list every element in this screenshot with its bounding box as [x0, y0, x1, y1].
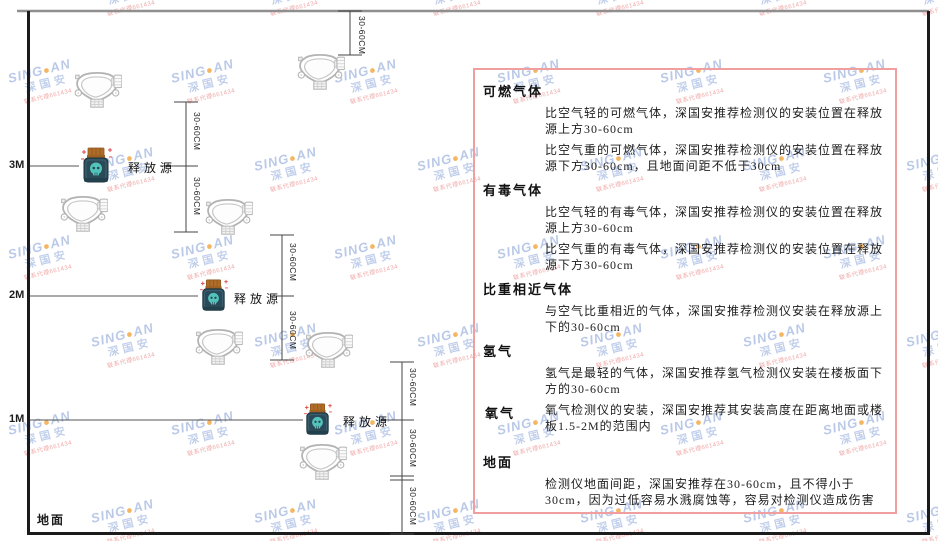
section-heading: 可燃气体	[483, 84, 544, 99]
section-paragraph: 比空气重的可燃气体，深国安推荐检测仪的安装位置在释放源下方30-60cm，且地面…	[545, 143, 884, 173]
level-label-3m: 3M	[9, 159, 25, 171]
release-source-label: 释放源	[343, 415, 392, 429]
dimension-label: 30-60CM	[288, 311, 298, 350]
panel-section: 比重相近气体与空气比重相近的气体，深国安推荐检测仪安装在释放源上下的30-60c…	[481, 279, 885, 335]
instruction-panel: 可燃气体 比空气轻的可燃气体，深国安推荐检测仪的安装位置在释放源上方30-60cm…	[473, 68, 897, 514]
dimension-label: 30-60CM	[408, 368, 418, 407]
dimension-label: 30-60CM	[408, 487, 418, 526]
release-source-label: 释放源	[234, 292, 283, 306]
release-source-icon	[80, 147, 113, 183]
section-paragraph: 与空气比重相近的气体，深国安推荐检测仪安装在释放源上下的30-60cm	[545, 304, 884, 334]
dimension-label: 30-60CM	[192, 177, 202, 216]
section-heading: 比重相近气体	[483, 282, 574, 297]
gas-detector-icon	[74, 72, 122, 109]
dimension-chains	[174, 10, 414, 535]
section-heading: 氧气	[485, 406, 516, 421]
gas-detector-icon	[205, 199, 253, 236]
panel-section: 地面检测仪地面间距，深国安推荐在30-60cm，且不得小于30cm，因为过低容易…	[481, 452, 885, 508]
section-paragraph: 比空气重的有毒气体，深国安推荐检测仪的安装位置在释放源下方30-60cm	[545, 242, 884, 272]
release-source-label: 释放源	[128, 161, 177, 175]
ground-label: 地面	[37, 513, 66, 527]
section-paragraph: 比空气轻的可燃气体，深国安推荐检测仪的安装位置在释放源上方30-60cm	[545, 106, 884, 136]
level-label-1m: 1M	[9, 413, 25, 425]
gas-detector-icon	[297, 54, 345, 91]
gas-detector-icon	[195, 329, 243, 366]
room-frame	[17, 9, 930, 535]
gas-detector-icon	[60, 196, 108, 233]
panel-section: 有毒气体 比空气轻的有毒气体，深国安推荐检测仪的安装位置在释放源上方30-60cm…	[481, 180, 885, 273]
section-paragraph: 氢气是最轻的气体，深国安推荐氢气检测仪安装在楼板面下方的30-60cm	[545, 366, 884, 396]
dimension-label: 30-60CM	[357, 16, 367, 55]
gas-detector-icon	[299, 444, 347, 481]
dimension-label: 30-60CM	[192, 112, 202, 151]
section-heading: 氢气	[483, 344, 514, 359]
section-heading: 地面	[483, 455, 514, 470]
gas-detector-icon	[305, 332, 353, 369]
panel-section: 氢气氢气是最轻的气体，深国安推荐氢气检测仪安装在楼板面下方的30-60cm	[481, 341, 885, 397]
dimension-label: 30-60CM	[408, 429, 418, 468]
release-source-icon	[303, 403, 333, 435]
section-paragraph: 比空气轻的有毒气体，深国安推荐检测仪的安装位置在释放源上方30-60cm	[545, 205, 884, 235]
section-paragraph: 检测仪地面间距，深国安推荐在30-60cm，且不得小于30cm，因为过低容易水溅…	[545, 477, 875, 507]
level-label-2m: 2M	[9, 289, 25, 301]
release-source-icon	[199, 279, 229, 311]
section-paragraph: 氧气检测仪的安装，深国安推荐其安装高度在距离地面或楼板1.5-2M的范围内	[545, 403, 884, 433]
section-heading: 有毒气体	[483, 183, 544, 198]
panel-section: 可燃气体 比空气轻的可燃气体，深国安推荐检测仪的安装位置在释放源上方30-60cm…	[481, 81, 885, 174]
panel-section: 氧气 氧气检测仪的安装，深国安推荐其安装高度在距离地面或楼板1.5-2M的范围内	[481, 403, 885, 434]
dimension-label: 30-60CM	[288, 243, 298, 282]
